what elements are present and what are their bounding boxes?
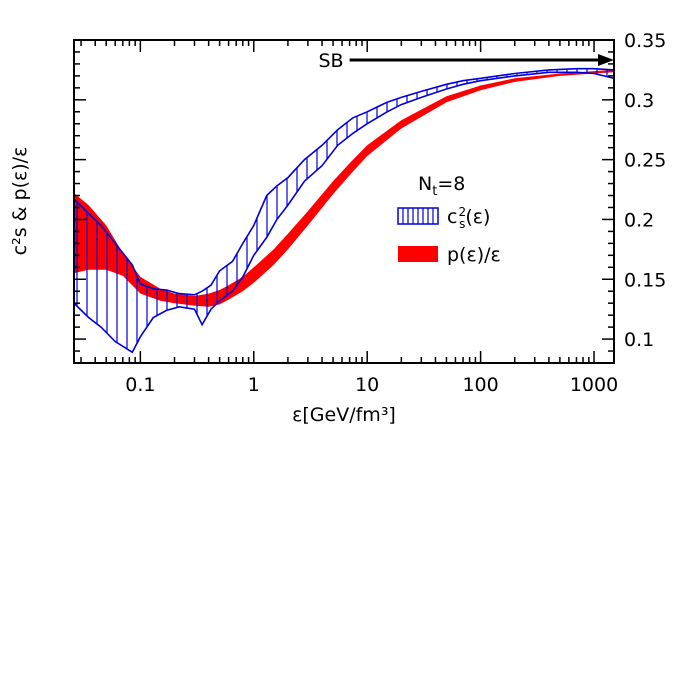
series-cs2-band (74, 67, 614, 354)
y-axis-label: c²s & p(ε)/ε (9, 147, 31, 256)
y-tick-label: 0.25 (624, 150, 666, 172)
y-tick-label: 0.2 (624, 209, 654, 231)
tick-labels: 0.1 1 10 100 1000 0.1 0.15 0.2 0.25 0.3 0.35 (125, 30, 666, 396)
y-tick-label: 0.3 (624, 90, 654, 112)
series-p-over-e-band (74, 69, 614, 307)
y-tick-label: 0.15 (624, 269, 666, 291)
legend-label-p-over-e: p(ε)/ε (447, 244, 501, 266)
series-cs2-lower-line (74, 71, 614, 354)
y-tick-label: 0.35 (624, 30, 666, 52)
legend: Nt=8 c2 s(ε) p(ε)/ε (397, 173, 501, 266)
plot-frame (73, 39, 615, 364)
legend-item-cs2: c2 s(ε) (397, 205, 490, 231)
sb-label: SB (319, 50, 344, 72)
x-axis-label: ε[GeV/fm³] (292, 404, 396, 426)
x-tick-label: 1 (248, 374, 260, 396)
plot-bands (74, 67, 614, 354)
x-tick-label: 100 (462, 374, 498, 396)
x-tick-label: 0.1 (125, 374, 155, 396)
legend-header: Nt=8 (418, 173, 465, 199)
axis-ticks (74, 39, 614, 364)
legend-item-p-over-e: p(ε)/ε (398, 244, 501, 266)
legend-label-cs2: c2 s(ε) (447, 205, 490, 231)
annotations: SB (319, 50, 614, 72)
y-tick-label: 0.1 (624, 329, 654, 351)
sb-arrow-head (598, 53, 614, 66)
series-cs2-upper-line (74, 67, 614, 296)
x-tick-label: 10 (355, 374, 379, 396)
legend-swatch-p-over-e (398, 246, 438, 262)
x-tick-label: 1000 (570, 374, 618, 396)
